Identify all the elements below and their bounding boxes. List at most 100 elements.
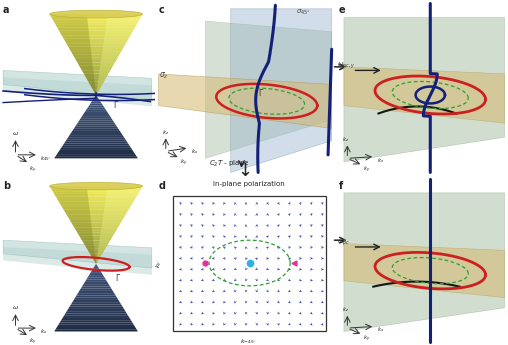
- Polygon shape: [99, 240, 110, 243]
- Polygon shape: [70, 49, 91, 52]
- Polygon shape: [60, 148, 132, 150]
- Polygon shape: [51, 17, 87, 19]
- Polygon shape: [81, 286, 111, 289]
- Text: c: c: [158, 5, 164, 15]
- Polygon shape: [102, 52, 121, 55]
- Polygon shape: [87, 248, 94, 251]
- Polygon shape: [102, 223, 121, 225]
- Polygon shape: [75, 125, 117, 127]
- Polygon shape: [105, 33, 132, 36]
- Polygon shape: [64, 38, 129, 41]
- Polygon shape: [61, 318, 131, 320]
- Text: $\omega_{pc,y}$: $\omega_{pc,y}$: [337, 61, 355, 71]
- Polygon shape: [53, 19, 88, 22]
- Polygon shape: [51, 17, 141, 19]
- Polygon shape: [72, 300, 120, 302]
- Polygon shape: [64, 141, 128, 144]
- Polygon shape: [98, 79, 105, 81]
- Polygon shape: [89, 273, 103, 275]
- Polygon shape: [99, 243, 109, 246]
- Polygon shape: [98, 81, 104, 84]
- Polygon shape: [101, 60, 116, 63]
- Polygon shape: [93, 97, 99, 99]
- Polygon shape: [97, 256, 101, 259]
- Polygon shape: [71, 223, 91, 225]
- Polygon shape: [68, 47, 91, 49]
- Polygon shape: [91, 256, 101, 259]
- Polygon shape: [92, 268, 100, 270]
- Polygon shape: [92, 99, 100, 101]
- Polygon shape: [71, 302, 121, 304]
- Text: $\Gamma$: $\Gamma$: [115, 272, 121, 283]
- Polygon shape: [82, 284, 110, 286]
- Polygon shape: [68, 135, 124, 137]
- Polygon shape: [73, 225, 92, 228]
- Text: $k_y$: $k_y$: [29, 337, 37, 345]
- Polygon shape: [50, 186, 87, 189]
- Polygon shape: [173, 196, 326, 332]
- Polygon shape: [103, 215, 125, 217]
- Text: $k_y$: $k_y$: [363, 334, 370, 344]
- Polygon shape: [85, 246, 94, 248]
- Polygon shape: [77, 293, 116, 295]
- Polygon shape: [81, 68, 93, 71]
- Polygon shape: [3, 240, 152, 268]
- Text: $k_x$: $k_x$: [377, 156, 384, 165]
- Polygon shape: [102, 55, 119, 57]
- Polygon shape: [106, 22, 138, 25]
- Polygon shape: [84, 243, 109, 246]
- Polygon shape: [77, 63, 92, 65]
- Polygon shape: [54, 194, 88, 196]
- Polygon shape: [89, 104, 103, 106]
- Polygon shape: [65, 41, 127, 44]
- Polygon shape: [68, 47, 124, 49]
- Polygon shape: [60, 204, 132, 207]
- Polygon shape: [81, 68, 112, 71]
- Polygon shape: [104, 38, 129, 41]
- Polygon shape: [76, 60, 116, 63]
- Polygon shape: [59, 30, 133, 33]
- Polygon shape: [104, 207, 130, 209]
- Text: $k_x$: $k_x$: [377, 325, 384, 334]
- Polygon shape: [70, 220, 122, 223]
- Polygon shape: [76, 60, 92, 63]
- Ellipse shape: [50, 183, 143, 190]
- Polygon shape: [81, 116, 111, 118]
- Polygon shape: [94, 92, 96, 95]
- Polygon shape: [98, 251, 104, 254]
- Polygon shape: [51, 189, 87, 191]
- Polygon shape: [71, 223, 121, 225]
- Polygon shape: [54, 22, 138, 25]
- Polygon shape: [70, 49, 122, 52]
- Polygon shape: [104, 212, 127, 215]
- Polygon shape: [66, 311, 126, 314]
- Polygon shape: [59, 201, 89, 204]
- Polygon shape: [76, 230, 116, 233]
- Polygon shape: [73, 225, 119, 228]
- Polygon shape: [74, 228, 92, 230]
- Polygon shape: [60, 33, 89, 36]
- Polygon shape: [101, 230, 116, 233]
- Polygon shape: [104, 41, 127, 44]
- Polygon shape: [97, 87, 101, 90]
- Text: $k_x$: $k_x$: [191, 147, 199, 156]
- Polygon shape: [74, 298, 118, 300]
- Polygon shape: [102, 225, 119, 228]
- Text: $\sigma_{45°}$: $\sigma_{45°}$: [296, 8, 310, 17]
- Polygon shape: [88, 275, 105, 277]
- Polygon shape: [73, 55, 92, 57]
- Polygon shape: [97, 84, 102, 87]
- Polygon shape: [85, 110, 107, 112]
- Polygon shape: [57, 28, 88, 30]
- Polygon shape: [68, 307, 124, 309]
- Polygon shape: [106, 196, 136, 199]
- Polygon shape: [344, 18, 504, 162]
- Polygon shape: [77, 63, 115, 65]
- Polygon shape: [54, 194, 138, 196]
- Polygon shape: [57, 325, 135, 327]
- Polygon shape: [64, 209, 129, 212]
- Polygon shape: [107, 189, 141, 191]
- Text: ↓: ↓: [238, 162, 253, 180]
- Polygon shape: [86, 277, 106, 280]
- Polygon shape: [79, 118, 113, 120]
